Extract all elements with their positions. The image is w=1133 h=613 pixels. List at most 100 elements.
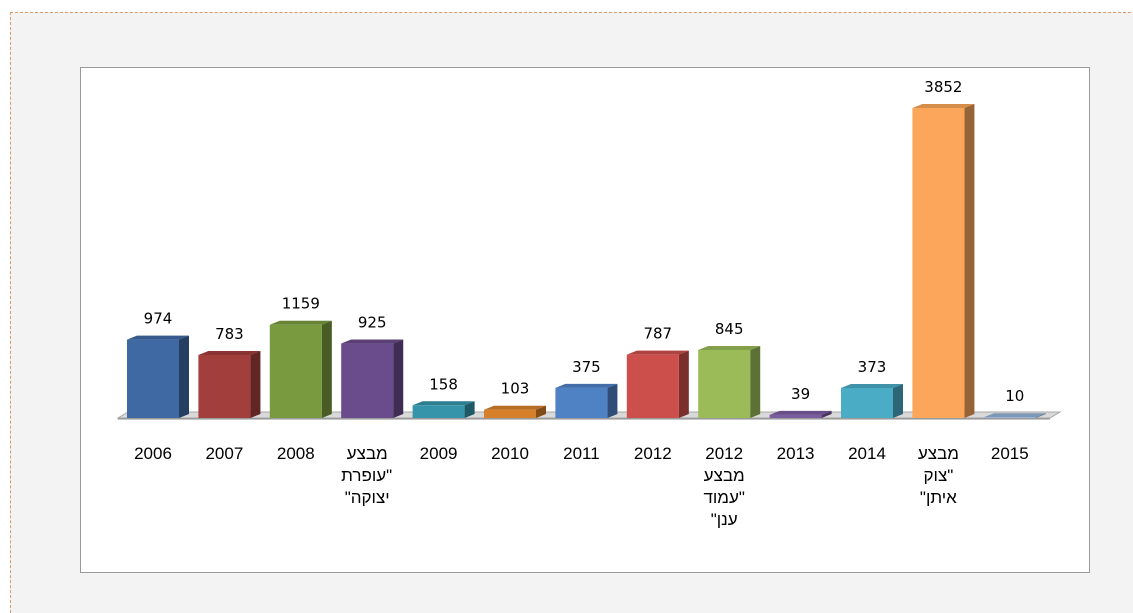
bar-top [841, 383, 903, 388]
value-label: 974 [144, 310, 173, 328]
bar-top-shade [269, 320, 332, 325]
bar-side-shade [1035, 413, 1046, 418]
value-label: 373 [858, 358, 887, 376]
bar [269, 320, 332, 418]
bar-side-shade [536, 405, 546, 418]
value-label: 845 [715, 320, 744, 338]
bar-front [698, 349, 751, 418]
bar-side [821, 410, 832, 418]
bar-top [912, 104, 975, 108]
value-label: 375 [572, 358, 601, 376]
x-tick-label: 2009 [419, 444, 458, 463]
value-label: 39 [791, 385, 810, 403]
x-tick-label: מבצע "צוק איתן" [917, 444, 959, 507]
value-label: 3852 [924, 78, 962, 96]
bar-side [678, 350, 689, 418]
bar-top-shade [983, 413, 1046, 418]
bar [412, 401, 475, 418]
bar-top [341, 339, 404, 344]
bar [912, 104, 975, 418]
bar-side [250, 350, 261, 418]
bar-side-shade [821, 410, 832, 418]
bar-side-shade [678, 350, 689, 418]
bar-top-shade [626, 350, 689, 355]
bar-side [536, 405, 546, 418]
value-label: 925 [358, 314, 387, 332]
value-label: 787 [643, 325, 672, 343]
value-label: 1159 [282, 295, 320, 313]
bar-top-shade [769, 410, 832, 415]
bar-side [893, 383, 903, 418]
bar-top [269, 320, 332, 325]
bar-top [484, 405, 546, 410]
bar-front [841, 387, 893, 418]
bar-top-shade [555, 383, 618, 388]
bar-side-shade [893, 383, 903, 418]
x-tick-label: 2006 [134, 444, 172, 463]
bar-front [341, 343, 394, 418]
bar-side [393, 339, 404, 418]
bar-side-shade [321, 320, 332, 418]
bar-top [769, 410, 832, 415]
bar-top-shade [841, 383, 903, 388]
bar-side [1035, 413, 1046, 418]
bar [841, 383, 903, 418]
bar-top-shade [484, 405, 546, 410]
bar-side-shade [464, 401, 475, 418]
x-tick-label: 2015 [990, 444, 1029, 463]
bar-side [321, 320, 332, 418]
bar [626, 350, 689, 418]
bar [698, 345, 761, 418]
page: {"chart_data": {"type": "bar", "categori… [10, 12, 1133, 613]
bar-top [983, 413, 1046, 418]
bar-top [626, 350, 689, 355]
bar-side-shade [750, 345, 761, 418]
bar-top-shade [412, 401, 475, 406]
bar-top-shade [341, 339, 404, 344]
bar-side [750, 345, 761, 418]
bar-side [464, 401, 475, 418]
bar-front [555, 387, 608, 418]
value-label: 10 [1005, 387, 1024, 405]
bar [769, 410, 832, 418]
bar-front [127, 339, 179, 418]
value-label: 783 [215, 325, 244, 343]
bar-top [127, 335, 189, 340]
bar-front [769, 414, 822, 418]
bar-front [626, 354, 679, 418]
x-tick-label: 2011 [563, 444, 600, 463]
bar-front [198, 354, 251, 418]
bar-top [555, 383, 618, 388]
bar [555, 383, 618, 418]
bar-top-shade [127, 335, 189, 340]
bar-front [912, 108, 965, 418]
bar-side [179, 335, 189, 418]
bar-front [484, 409, 536, 418]
bar-top-shade [912, 104, 975, 108]
bar-side [964, 104, 975, 418]
x-tick-label: 2014 [848, 444, 886, 463]
x-tick-label: 2008 [276, 444, 315, 463]
bar-top [412, 401, 475, 406]
x-tick-label: 2012 [633, 444, 672, 463]
bar-side-shade [250, 350, 261, 418]
x-tick-label: 2012 מבצע "עמוד ענן" [703, 444, 745, 529]
bar [127, 335, 189, 418]
bar-side-shade [607, 383, 618, 418]
value-label: 158 [429, 375, 458, 393]
bar-side-shade [964, 104, 975, 418]
chart: 974 783 1159 925 158 103 375 787 845 39 373 3852 10 [116, 78, 1062, 420]
bar [198, 350, 261, 418]
bar-front [269, 324, 322, 418]
x-tick-label: 2007 [205, 444, 244, 463]
bar-top-shade [698, 345, 761, 350]
bar-top [198, 350, 261, 355]
bar-front [412, 405, 465, 418]
bar-top [698, 345, 761, 350]
bar-side [607, 383, 618, 418]
bar-front [983, 417, 1036, 418]
bar [341, 339, 404, 418]
value-label: 103 [501, 380, 530, 398]
x-tick-label: 2013 [776, 444, 815, 463]
bar-top-shade [198, 350, 261, 355]
